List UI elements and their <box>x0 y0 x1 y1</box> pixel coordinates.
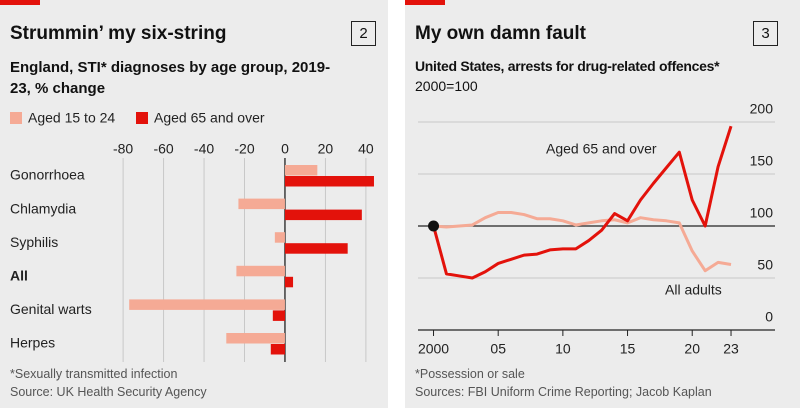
bar <box>272 310 285 321</box>
bar <box>236 265 285 277</box>
y-tick-label: 50 <box>757 257 773 273</box>
category-label: Herpes <box>10 335 55 351</box>
x-tick-label: 40 <box>358 141 374 157</box>
legend-label: Aged 15 to 24 <box>28 110 115 126</box>
line <box>433 210 732 273</box>
bar <box>238 198 285 210</box>
bar <box>274 232 285 243</box>
bar <box>226 333 285 344</box>
bar <box>284 276 294 288</box>
x-tick-label: 10 <box>555 341 571 357</box>
x-tick-label: 2000 <box>418 341 449 357</box>
legend-label: Aged 65 and over <box>154 110 265 126</box>
x-tick-label: 05 <box>490 341 506 357</box>
footnote: *Sexually transmitted infection <box>10 367 178 381</box>
line <box>432 125 733 280</box>
category-label: Gonorrhoea <box>10 167 85 183</box>
bar <box>129 299 285 310</box>
chart-subtitle: United States, arrests for drug-related … <box>415 58 720 74</box>
y-tick-label: 200 <box>750 101 774 117</box>
bar <box>284 165 318 176</box>
series-label: All adults <box>665 282 722 298</box>
category-label: Syphilis <box>10 234 58 250</box>
bar <box>270 344 285 355</box>
x-tick-label: -20 <box>234 141 254 157</box>
right-panel <box>405 0 800 408</box>
start-dot <box>428 220 440 232</box>
category-label: Chlamydia <box>10 200 76 216</box>
x-tick-label: 0 <box>281 141 289 157</box>
x-tick-label: 20 <box>684 341 700 357</box>
category-label: All <box>10 268 28 284</box>
bar <box>284 243 348 254</box>
chart-subtitle: England, STI* diagnoses by age group, 20… <box>10 59 331 97</box>
legend-swatch <box>136 112 148 124</box>
x-tick-label: -40 <box>194 141 214 157</box>
y-tick-label: 100 <box>750 205 774 221</box>
red-tab <box>405 0 445 5</box>
chart-title: Strummin’ my six-string <box>10 23 227 44</box>
red-tab <box>0 0 40 5</box>
y-tick-label: 150 <box>750 153 774 169</box>
legend-swatch <box>10 112 22 124</box>
x-tick-label: -80 <box>113 141 133 157</box>
source: Sources: FBI Uniform Crime Reporting; Ja… <box>415 385 712 399</box>
x-tick-label: -60 <box>153 141 173 157</box>
chart-title: My own damn fault <box>415 23 586 44</box>
bar <box>284 209 362 221</box>
x-tick-label: 20 <box>318 141 334 157</box>
chart-number: 3 <box>753 21 778 46</box>
left-panel <box>0 0 388 408</box>
chart-number: 2 <box>351 21 376 46</box>
x-tick-label: 15 <box>620 341 636 357</box>
category-label: Genital warts <box>10 301 92 317</box>
footnote: *Possession or sale <box>415 367 525 381</box>
source: Source: UK Health Security Agency <box>10 385 207 399</box>
bar <box>284 176 374 187</box>
y-axis-label: 2000=100 <box>415 78 478 94</box>
series-label: Aged 65 and over <box>546 141 657 157</box>
y-tick-label: 0 <box>765 309 773 325</box>
x-tick-label: 23 <box>723 341 739 357</box>
